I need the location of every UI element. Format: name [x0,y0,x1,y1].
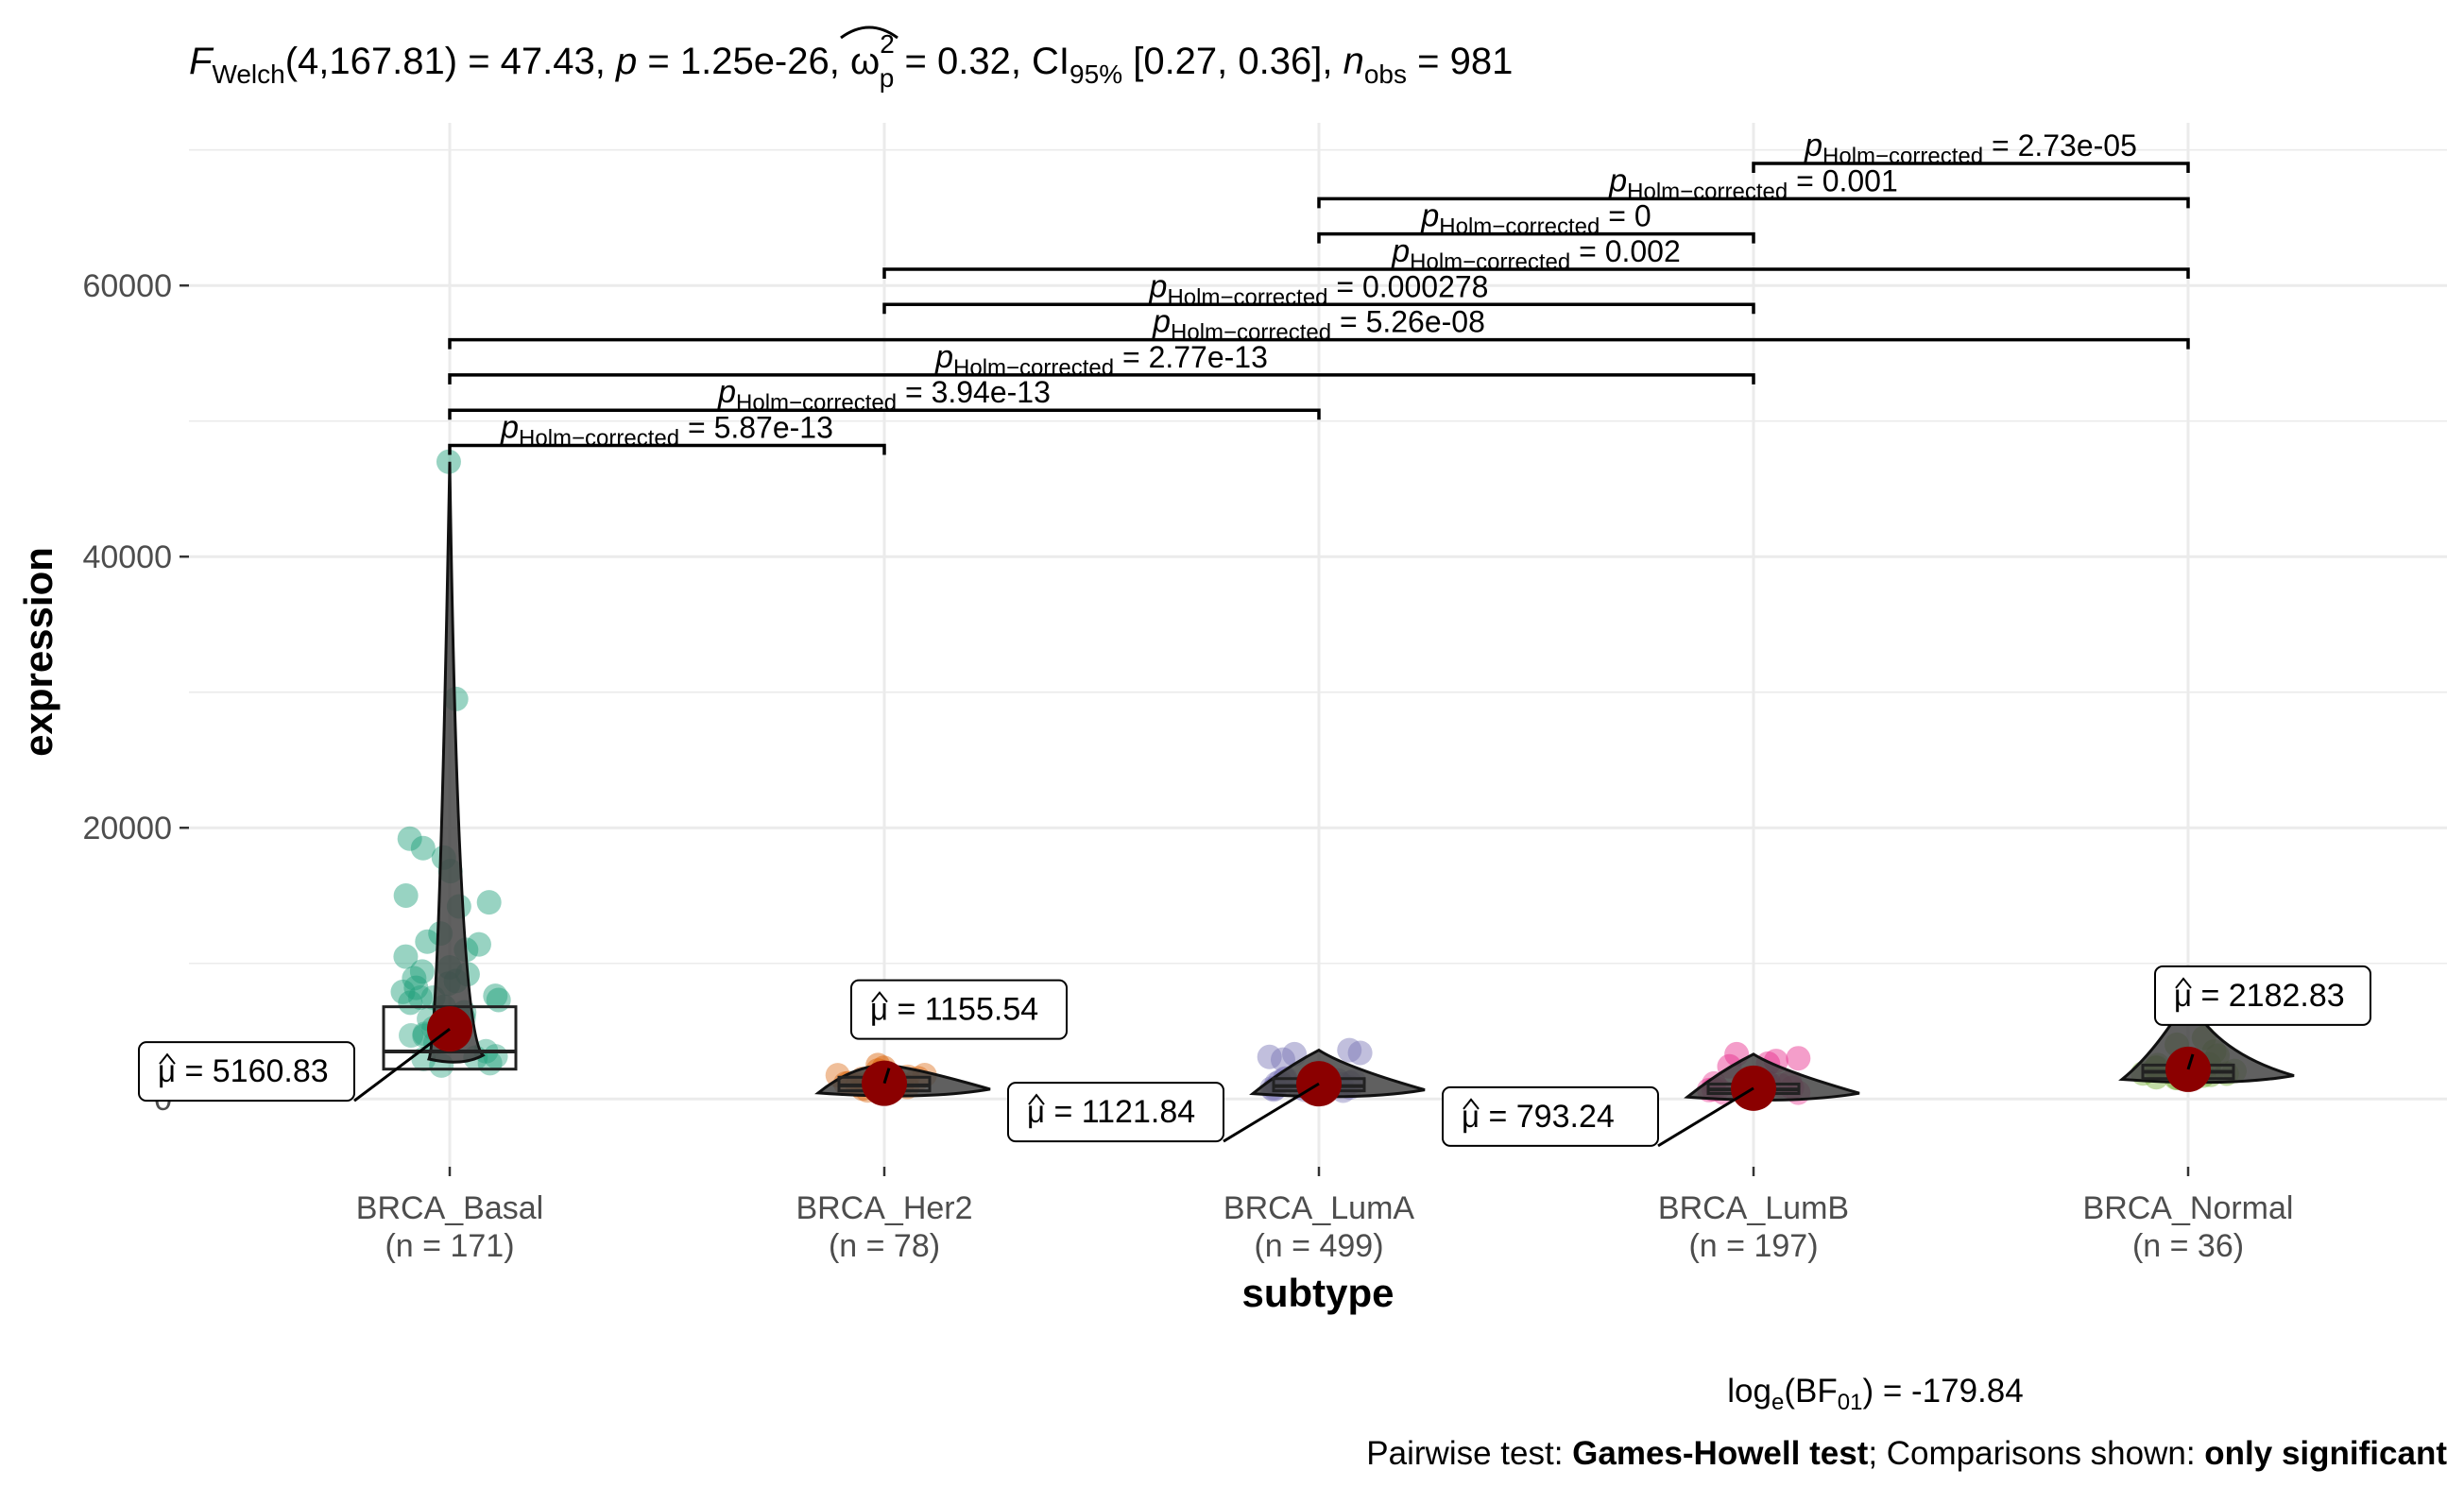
data-point [397,826,422,851]
mean-label: μ = 793.24 [1462,1099,1615,1135]
comparison-p-label: pHolm−corrected = 2.77e-13 [934,339,1268,381]
comparison-bracket [882,302,1755,315]
comparison-p-label: pHolm−corrected = 0.000278 [1149,268,1489,310]
x-tick-label: BRCA_Basal [356,1190,543,1226]
x-tick-label: BRCA_Normal [2083,1190,2294,1226]
comparison-bracket [448,408,1321,420]
mean-label: μ = 2182.83 [2174,978,2345,1014]
data-point [399,1022,424,1048]
data-point [483,983,508,1009]
mean-label-box [1007,1082,1224,1143]
x-tick-n-label: (n = 36) [2132,1228,2244,1264]
comparison-bracket [882,267,2190,279]
y-tick-label: 60000 [82,268,172,304]
mean-label: μ = 5160.83 [158,1053,329,1089]
violin [426,461,486,1064]
data-point [402,966,427,991]
mean-hat [1463,1098,1480,1110]
y-axis-title: expression [16,547,60,757]
comparison-bracket [1752,162,2190,174]
violin [2118,994,2295,1085]
mean-hat [2175,977,2192,989]
x-tick-n-label: (n = 197) [1688,1228,1818,1264]
x-axis-title: subtype [1241,1271,1394,1315]
mean-leader-line [882,1068,891,1085]
mean-label-box [1442,1085,1659,1147]
mean-label: μ = 1155.54 [870,992,1038,1028]
x-tick-label: BRCA_LumA [1223,1190,1415,1226]
data-point [409,959,435,984]
data-point [476,890,502,915]
data-point [1257,1044,1282,1069]
y-tick-label: 20000 [82,811,172,846]
data-point [466,931,491,957]
data-point [398,990,423,1016]
data-point [407,984,433,1010]
comparison-bracket [448,443,886,455]
data-point [415,929,440,954]
comparison-bracket [1317,197,2190,209]
comparison-bracket [448,337,2190,350]
mean-hat [871,991,888,1003]
data-point [1337,1037,1362,1063]
data-point [410,835,436,861]
data-point [393,882,419,908]
mean-leader-line [2186,1053,2195,1070]
caption-pairwise-test: Pairwise test: Games-Howell test; Compar… [1366,1435,2447,1472]
data-point [486,987,511,1013]
mean-label-box [2154,965,2371,1026]
data-point [1786,1046,1811,1071]
mean-label-box [138,1041,355,1102]
mean-label-box [850,979,1068,1040]
comparison-bracket [1317,231,1755,244]
comparison-bracket [448,373,1755,385]
x-tick-label: BRCA_Her2 [796,1190,972,1226]
x-tick-n-label: (n = 78) [829,1228,940,1264]
comparison-p-label: pHolm−corrected = 0.002 [1391,233,1681,275]
mean-hat [1028,1093,1045,1105]
omega-hat [840,26,898,40]
mean-leader-line [353,1027,451,1102]
chart-subtitle: FWelch​(4,167.81) = 47.43, p = 1.25e-26,… [189,29,1513,93]
mean-hat [159,1052,176,1065]
comparison-p-label: pHolm−corrected = 0 [1420,198,1651,240]
comparison-p-label: pHolm−corrected = 5.87e-13 [500,410,833,452]
data-point [393,944,419,969]
x-tick-label: BRCA_LumB [1658,1190,1849,1226]
data-point [403,975,429,1000]
mean-leader-line [1223,1082,1320,1143]
y-tick-label: 40000 [82,539,172,575]
comparison-p-label: pHolm−corrected = 0.001 [1608,162,1898,204]
x-tick-n-label: (n = 499) [1254,1228,1383,1264]
data-point [390,979,416,1004]
caption-bayes-factor: loge(BF01) = -179.84 [1727,1373,2023,1415]
comparison-p-label: pHolm−corrected = 5.26e-08 [1152,304,1485,346]
comparison-p-label: pHolm−corrected = 3.94e-13 [717,374,1051,416]
mean-label: μ = 1121.84 [1027,1094,1195,1130]
comparison-p-label: pHolm−corrected = 2.73e-05 [1804,128,2137,169]
data-point [1347,1040,1373,1066]
x-tick-n-label: (n = 171) [385,1228,514,1264]
mean-leader-line [1657,1086,1754,1148]
